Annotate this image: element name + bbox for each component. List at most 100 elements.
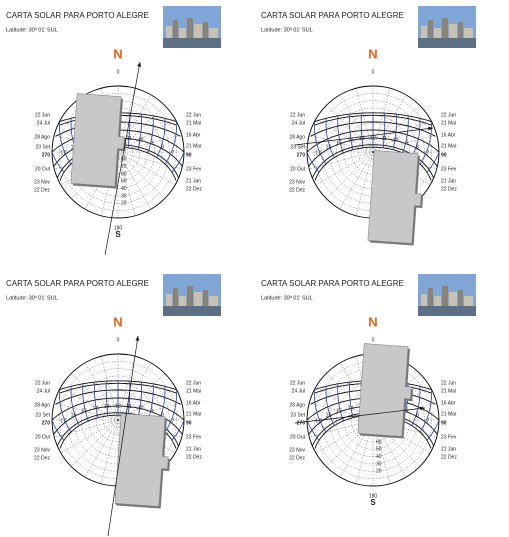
- hour-curve: [156, 119, 166, 158]
- panel-latitude: Latitude: 30º 01' SUL: [6, 294, 58, 301]
- date-label: 23 Fev: [441, 166, 457, 172]
- photo-building: [194, 24, 202, 38]
- altitude-label: 30: [376, 461, 382, 467]
- north-label: N: [113, 46, 122, 61]
- date-label: 22 Jun: [441, 112, 456, 118]
- azimuth-ray: [60, 386, 119, 421]
- orientation-arrowhead: [135, 336, 140, 341]
- hour-curve: [360, 113, 364, 148]
- date-curve: [59, 380, 177, 391]
- altitude-ring: [59, 93, 177, 211]
- azimuth-ray: [326, 419, 374, 467]
- north-label: N: [368, 46, 377, 61]
- hour-curve: [147, 116, 154, 154]
- date-label: 20 Out: [35, 434, 51, 440]
- azimuth-ray: [339, 419, 374, 478]
- date-label: 22 Jun: [290, 112, 305, 118]
- photo-building: [434, 28, 441, 38]
- building-shape: [70, 93, 125, 187]
- date-label: 22 Dez: [441, 186, 457, 192]
- hour-curve: [325, 387, 335, 426]
- orientation-arrowhead: [137, 62, 142, 67]
- city-photo: [418, 6, 476, 48]
- hour-label: 8: [161, 413, 164, 419]
- hour-curve: [147, 384, 154, 422]
- photo-building: [458, 22, 463, 38]
- hour-label: 15: [336, 140, 342, 146]
- photo-building: [428, 20, 433, 38]
- date-label: 23 Set: [36, 412, 51, 418]
- hour-label: 13: [104, 404, 110, 410]
- panel-title: CARTA SOLAR PARA PORTO ALEGRE: [6, 279, 149, 288]
- azimuth-ray: [372, 118, 431, 153]
- date-label: 22 Dez: [289, 187, 305, 193]
- photo-building: [187, 18, 193, 38]
- azimuth-ray: [117, 118, 176, 153]
- date-label: 23 Fev: [186, 434, 202, 440]
- azimuth-ray: [84, 362, 119, 421]
- north-label: N: [113, 314, 122, 329]
- date-label: 28 Ago: [34, 402, 50, 408]
- azimuth-ray: [117, 88, 136, 153]
- photo-building: [173, 20, 178, 38]
- date-label: 21 Jan: [186, 178, 201, 184]
- altitude-label: 20: [121, 201, 127, 207]
- panel: CARTA SOLAR PARA PORTO ALEGRE Latitude: 3…: [6, 6, 221, 256]
- panel: CARTA SOLAR PARA PORTO ALEGRE Latitude: 3…: [261, 274, 476, 507]
- date-label: 20 Out: [290, 434, 306, 440]
- south-label: S: [115, 230, 121, 239]
- date-label: 22 Dez: [289, 455, 305, 461]
- panel-latitude: Latitude: 30º 01' SUL: [261, 26, 313, 33]
- hour-label: 12: [370, 135, 376, 141]
- building-shape: [114, 413, 169, 507]
- azimuth-label: 90: [441, 152, 447, 158]
- panel-title: CARTA SOLAR PARA PORTO ALEGRE: [261, 279, 404, 288]
- date-label: 21 Mai: [441, 120, 456, 126]
- photo-building: [442, 18, 448, 38]
- date-label: 21 Mar: [186, 411, 202, 417]
- panel: CARTA SOLAR PARA PORTO ALEGRE Latitude: 3…: [261, 6, 476, 246]
- orientation-arrowhead: [428, 126, 433, 131]
- date-label: 23 Nov: [289, 179, 305, 185]
- hour-label: 16: [71, 413, 77, 419]
- azimuth-label: 0: [372, 69, 375, 75]
- azimuth-label: 0: [372, 337, 375, 343]
- hour-curve: [419, 390, 432, 433]
- building: [114, 413, 171, 509]
- date-label: 22 Dez: [34, 455, 50, 461]
- azimuth-label: 270: [297, 420, 306, 426]
- city-photo: [163, 6, 221, 48]
- hour-label: 10: [138, 137, 144, 143]
- hour-curve: [307, 153, 320, 173]
- altitude-label: 80: [121, 157, 127, 163]
- building: [367, 150, 424, 246]
- azimuth-ray: [372, 419, 420, 467]
- azimuth-label: 90: [186, 152, 192, 158]
- azimuth-ray: [60, 419, 119, 454]
- date-label: 23 Set: [36, 144, 51, 150]
- azimuth-ray: [100, 419, 119, 484]
- azimuth-label: 0: [117, 337, 120, 343]
- photo-building: [166, 26, 172, 38]
- hour-curve: [337, 384, 344, 422]
- date-label: 23 Set: [291, 144, 306, 150]
- photo-building: [209, 296, 218, 306]
- hour-curve: [137, 382, 143, 418]
- azimuth-ray: [339, 94, 374, 153]
- azimuth-label: 0: [117, 69, 120, 75]
- altitude-ring: [59, 361, 177, 479]
- azimuth-ray: [71, 419, 119, 467]
- azimuth-ray: [71, 151, 119, 199]
- photo-water: [163, 306, 221, 316]
- south-label: S: [370, 498, 376, 507]
- hour-label: 11: [127, 404, 132, 410]
- hour-label: 17: [60, 150, 66, 156]
- date-label: 21 Mai: [186, 388, 201, 394]
- altitude-label: 60: [376, 439, 382, 445]
- azimuth-label: 180: [114, 225, 123, 231]
- building: [357, 343, 414, 439]
- hour-curve: [314, 390, 327, 433]
- photo-water: [163, 38, 221, 48]
- date-label: 23 Set: [291, 412, 306, 418]
- altitude-label: 50: [376, 447, 382, 453]
